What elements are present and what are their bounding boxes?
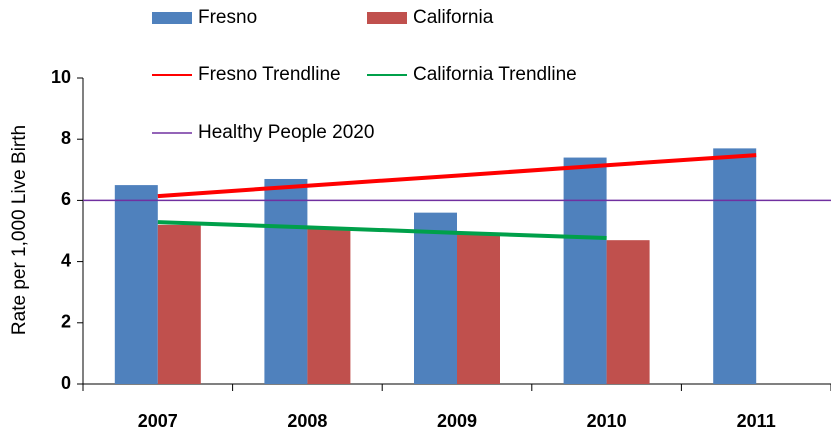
trendline: [157, 220, 607, 241]
bar: [264, 178, 308, 384]
x-tick-label: 2011: [737, 411, 776, 431]
y-axis-label: Rate per 1,000 Live Birth: [9, 125, 30, 335]
legend-label: California Trendline: [413, 64, 577, 85]
x-tick-label: 2008: [287, 411, 327, 431]
x-tick-label: 2009: [437, 411, 477, 431]
bar: [563, 157, 607, 384]
trendline: [157, 153, 757, 199]
bar: [713, 148, 757, 384]
bar: [307, 227, 351, 384]
legend-label: Fresno: [198, 7, 257, 28]
y-tick-label: 6: [61, 189, 71, 209]
legend-swatch: [152, 12, 192, 24]
legend-label: California: [413, 7, 494, 28]
bar: [457, 234, 500, 384]
y-tick-label: 4: [61, 250, 71, 270]
y-tick-label: 10: [51, 67, 71, 87]
x-tick-label: 2007: [138, 411, 178, 431]
bar: [414, 212, 457, 384]
legend-swatch: [367, 12, 407, 24]
y-tick-label: 8: [61, 128, 71, 148]
y-tick-label: 2: [61, 312, 71, 332]
legend-label: Fresno Trendline: [198, 64, 341, 85]
bar: [114, 185, 158, 384]
bar: [606, 240, 650, 384]
y-tick-label: 0: [61, 373, 71, 393]
x-tick-label: 2010: [587, 411, 627, 431]
bar: [157, 224, 201, 384]
legend-label: Healthy People 2020: [198, 122, 374, 143]
